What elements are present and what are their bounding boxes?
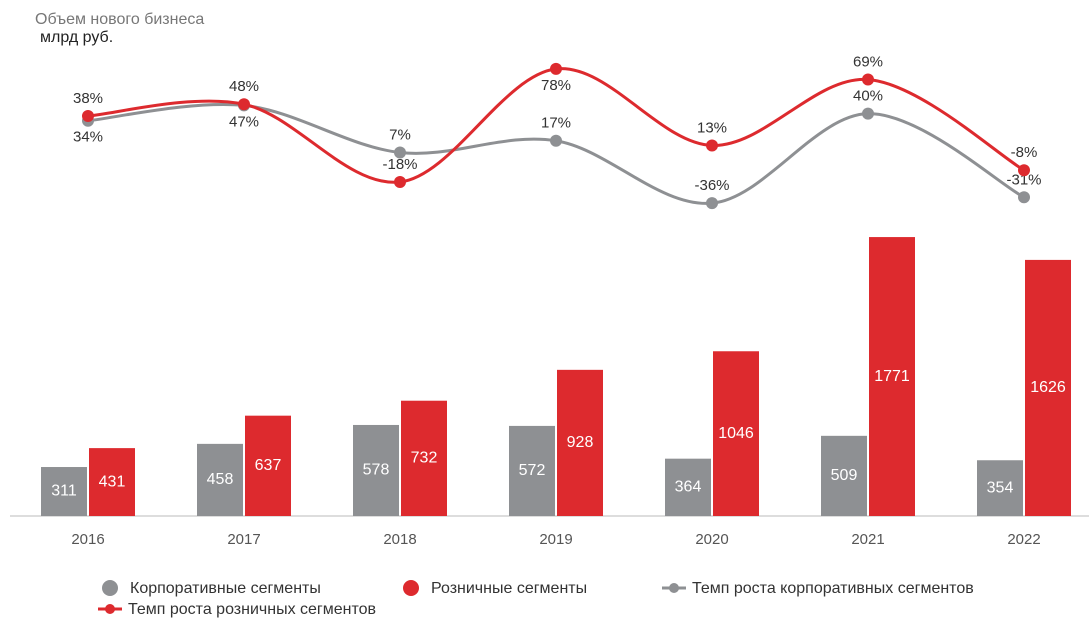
bar-value-label: 364 xyxy=(675,479,702,496)
bar-value-label: 732 xyxy=(411,450,438,467)
line-value-label: -8% xyxy=(1011,144,1038,161)
line-value-label: 34% xyxy=(73,129,103,146)
bar-value-label: 1046 xyxy=(718,425,754,442)
line-point xyxy=(706,197,718,210)
bar xyxy=(401,400,447,516)
line-point xyxy=(394,146,406,159)
bar-value-label: 1771 xyxy=(874,368,910,385)
bar xyxy=(41,467,87,516)
chart-title: Объем нового бизнеса xyxy=(35,11,204,28)
bar-value-label: 637 xyxy=(255,457,282,474)
line-point xyxy=(550,62,562,75)
line-value-label: 78% xyxy=(541,77,571,94)
line-value-label: 7% xyxy=(389,127,411,144)
bar xyxy=(1025,259,1071,516)
bar-value-label: 354 xyxy=(987,479,1014,496)
bar xyxy=(509,425,555,516)
x-tick-label: 2017 xyxy=(227,531,260,548)
bar-value-label: 928 xyxy=(567,434,594,451)
bar-value-label: 509 xyxy=(831,467,858,484)
bar xyxy=(557,369,603,516)
line-value-label: -18% xyxy=(382,156,417,173)
line-value-label: -36% xyxy=(694,177,729,194)
line-point xyxy=(394,175,406,188)
bar xyxy=(665,458,711,516)
line-value-label: 17% xyxy=(541,115,571,132)
line-value-label: 48% xyxy=(229,78,259,95)
x-tick-label: 2022 xyxy=(1007,531,1040,548)
x-tick-label: 2019 xyxy=(539,531,572,548)
line-point xyxy=(862,107,874,120)
line-point xyxy=(1018,191,1030,204)
x-tick-label: 2021 xyxy=(851,531,884,548)
line-value-label: 40% xyxy=(853,88,883,105)
bar-value-label: 458 xyxy=(207,471,234,488)
line-value-label: 38% xyxy=(73,90,103,107)
chart-subtitle: млрд руб. xyxy=(40,29,113,46)
bar-value-label: 1626 xyxy=(1030,379,1066,396)
line-point xyxy=(1018,164,1030,177)
line-point xyxy=(550,134,562,147)
x-tick-label: 2020 xyxy=(695,531,728,548)
bar-value-label: 431 xyxy=(99,473,126,490)
bar xyxy=(713,351,759,516)
legend-swatch xyxy=(102,580,118,596)
bar xyxy=(197,443,243,516)
line-value-label: 69% xyxy=(853,53,883,70)
bar-value-label: 311 xyxy=(51,483,77,500)
bar xyxy=(353,424,399,516)
bar-value-label: 572 xyxy=(519,462,546,479)
x-tick-label: 2016 xyxy=(71,531,104,548)
bar xyxy=(821,435,867,516)
legend-swatch xyxy=(669,583,679,593)
legend-label: Темп роста корпоративных сегментов xyxy=(692,580,974,597)
line-value-label: 13% xyxy=(697,119,727,136)
line-point xyxy=(862,73,874,86)
bar xyxy=(869,237,915,516)
legend-swatch xyxy=(105,604,115,614)
line-value-label: 47% xyxy=(229,113,259,130)
line-point xyxy=(706,139,718,152)
legend-label: Темп роста розничных сегментов xyxy=(128,601,376,618)
line-value-label: -31% xyxy=(1006,171,1041,188)
bar xyxy=(89,448,135,516)
bar xyxy=(245,415,291,516)
line-point xyxy=(82,110,94,123)
bar xyxy=(977,460,1023,516)
legend-label: Розничные сегменты xyxy=(431,580,587,597)
legend-swatch xyxy=(403,580,419,596)
x-tick-label: 2018 xyxy=(383,531,416,548)
bar-value-label: 578 xyxy=(363,462,390,479)
line-point xyxy=(238,98,250,111)
legend-label: Корпоративные сегменты xyxy=(130,580,321,597)
